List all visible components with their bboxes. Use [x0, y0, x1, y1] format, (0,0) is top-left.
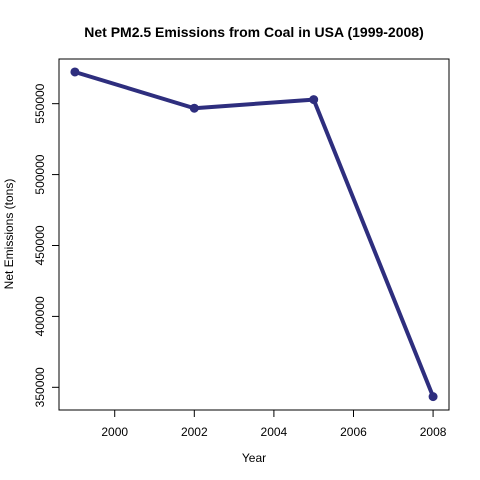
- x-tick-label: 2002: [181, 425, 208, 439]
- x-axis: 2000 2002 2004 2006 2008: [101, 410, 447, 439]
- y-tick-label: 450000: [33, 225, 47, 265]
- series-layer: [70, 67, 438, 402]
- plot-area-frame: [58, 58, 450, 411]
- data-point: [309, 95, 319, 105]
- x-tick-label: 2006: [340, 425, 367, 439]
- y-tick-label: 400000: [33, 296, 47, 336]
- x-tick-label: 2008: [420, 425, 447, 439]
- x-tick-label: 2000: [101, 425, 128, 439]
- x-tick-label: 2004: [261, 425, 288, 439]
- x-axis-label: Year: [242, 451, 266, 465]
- data-point: [189, 103, 199, 113]
- series-line: [72, 69, 436, 399]
- data-point: [70, 67, 80, 77]
- y-axis: 350000 400000 450000 500000 550000: [33, 83, 59, 407]
- chart-title: Net PM2.5 Emissions from Coal in USA (19…: [84, 24, 423, 40]
- y-axis-label: Net Emissions (tons): [2, 179, 16, 290]
- y-tick-label: 350000: [33, 367, 47, 407]
- data-point: [428, 392, 438, 402]
- y-tick-label: 500000: [33, 154, 47, 194]
- y-tick-label: 550000: [33, 83, 47, 123]
